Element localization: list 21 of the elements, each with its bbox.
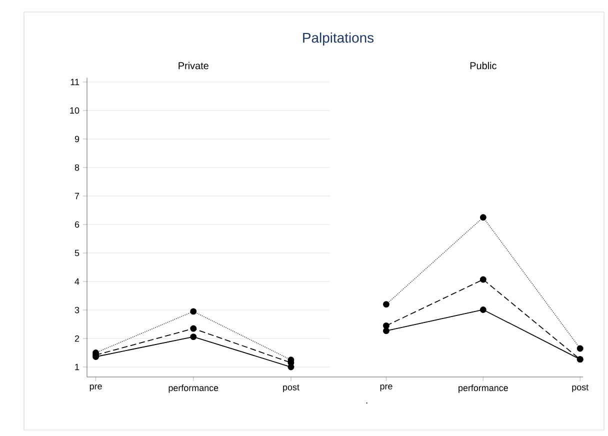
y-tick-label: 4 — [74, 278, 80, 285]
y-tick-label: 5 — [74, 250, 80, 256]
y-tick-label: 11 — [70, 78, 80, 86]
y-tick-label: 7 — [74, 192, 80, 200]
y-tick-label: 1 — [75, 364, 80, 370]
y-tick-label: 10 — [70, 107, 80, 114]
x-axis-title: . — [366, 402, 368, 404]
chart-subtitle: Private — [178, 62, 208, 70]
x-tick-label: post — [283, 384, 300, 392]
x-tick-label: post — [572, 384, 588, 392]
y-tick-label: 9 — [74, 136, 80, 142]
chart-title: Palpitations — [303, 32, 374, 46]
x-tick-label: pre — [380, 384, 392, 392]
chart-subtitle: Public — [470, 62, 496, 70]
y-tick-label: 2 — [74, 335, 80, 342]
x-tick-label: performance — [168, 384, 218, 393]
y-tick-label: 6 — [74, 221, 80, 228]
y-tick-label: 3 — [74, 306, 80, 314]
y-tick-label: 8 — [74, 164, 80, 171]
x-tick-label: pre — [90, 384, 102, 392]
x-tick-label: performance — [458, 384, 508, 393]
